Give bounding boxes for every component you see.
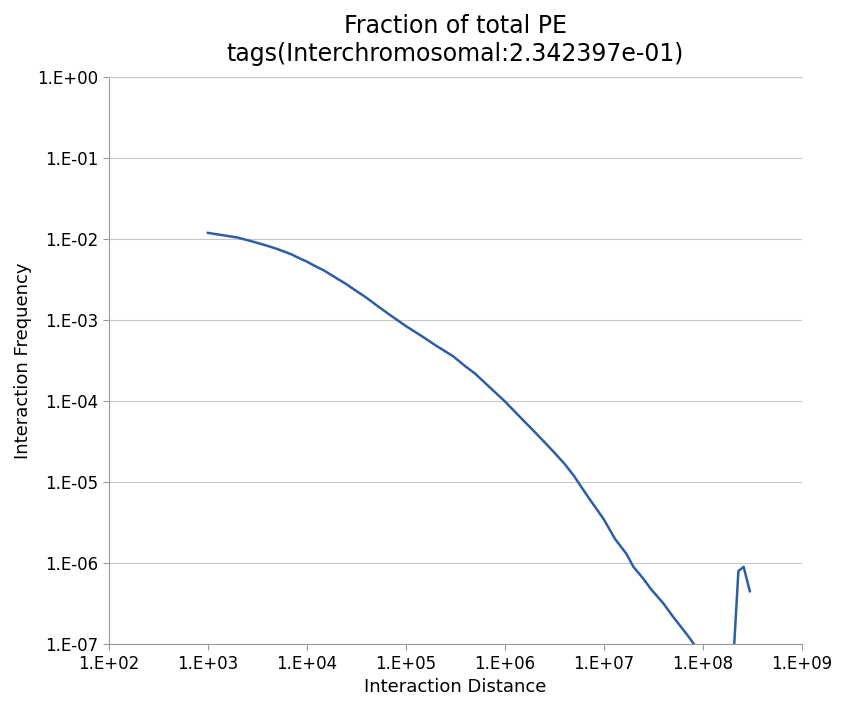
X-axis label: Interaction Distance: Interaction Distance [364, 678, 547, 696]
Y-axis label: Interaction Frequency: Interaction Frequency [14, 263, 32, 459]
Title: Fraction of total PE
tags(Interchromosomal:2.342397e-01): Fraction of total PE tags(Interchromosom… [227, 14, 684, 66]
